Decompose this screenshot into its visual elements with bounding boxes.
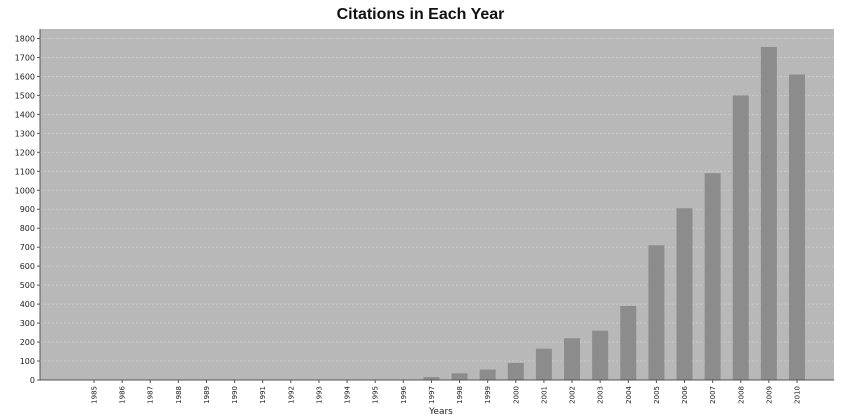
y-tick-label: 800 — [20, 224, 35, 233]
y-tick-label: 1000 — [15, 186, 35, 195]
x-axis-ticks: 1985 1986 1987 1988 1989 1990 1991 1992 1993 1994… — [91, 380, 802, 404]
bar-1998 — [451, 373, 468, 380]
y-tick-label: 1500 — [15, 91, 35, 100]
bar-2010 — [789, 74, 805, 381]
x-tick-label: 1994 — [344, 385, 352, 403]
y-tick-label: 1300 — [15, 129, 35, 138]
plot-area — [40, 29, 834, 380]
x-tick-label: 1987 — [147, 386, 155, 404]
x-tick-label: 2003 — [597, 386, 605, 404]
x-tick-label: 1995 — [372, 386, 380, 404]
axes — [39, 29, 834, 381]
x-tick-label: 1992 — [287, 386, 295, 404]
x-tick-label: 2001 — [540, 386, 548, 404]
chart-title: Citations in Each Year — [336, 6, 505, 23]
x-tick-label: 1985 — [91, 386, 99, 404]
x-tick-label: 1986 — [119, 385, 127, 403]
bar-2000 — [507, 362, 524, 380]
y-tick-label: 1400 — [15, 110, 35, 119]
gridlines — [40, 38, 834, 362]
y-tick-label: 1600 — [15, 72, 35, 81]
x-tick-label: 1998 — [456, 386, 464, 404]
bar-2002 — [564, 338, 581, 380]
x-tick-label: 1993 — [315, 386, 323, 404]
bar-2006 — [676, 208, 693, 380]
x-tick-label: 1989 — [203, 386, 211, 404]
x-tick-label: 1991 — [259, 386, 267, 404]
x-tick-label: 2007 — [709, 386, 717, 404]
y-tick-label: 1200 — [15, 148, 35, 157]
y-tick-label: 1800 — [15, 34, 35, 43]
bar-2003 — [592, 330, 609, 380]
bar-2008 — [732, 95, 749, 381]
x-tick-label: 2006 — [681, 385, 689, 403]
x-tick-label: 2008 — [737, 386, 745, 404]
x-tick-label: 1988 — [175, 386, 183, 404]
x-tick-label: 2000 — [512, 386, 520, 404]
x-tick-label: 1999 — [484, 386, 492, 404]
bar-2001 — [535, 348, 552, 380]
bar-2007 — [704, 173, 721, 380]
x-tick-label: 2004 — [625, 385, 633, 403]
y-tick-label: 300 — [20, 319, 35, 328]
x-tick-label: 1996 — [400, 385, 408, 403]
bar-2004 — [620, 306, 637, 380]
bar-1997 — [423, 377, 440, 380]
y-tick-label: 400 — [20, 300, 35, 309]
y-tick-label: 1100 — [15, 167, 35, 176]
x-tick-label: 2002 — [569, 386, 577, 404]
y-tick-label: 1700 — [15, 53, 35, 62]
y-axis-ticks: 0 100 200 300 400 500 600 700 800 900 1000 1100 1200… — [15, 34, 40, 385]
bar-2005 — [648, 245, 665, 380]
y-tick-label: 200 — [20, 338, 35, 347]
y-tick-label: 100 — [20, 357, 35, 366]
x-tick-label: 2010 — [794, 386, 802, 404]
bar-1999 — [479, 369, 496, 380]
bars — [423, 47, 805, 381]
y-tick-label: 0 — [30, 376, 35, 385]
x-tick-label: 1990 — [231, 386, 239, 404]
y-tick-label: 700 — [20, 243, 35, 252]
x-tick-label: 2005 — [653, 386, 661, 404]
y-tick-label: 500 — [20, 281, 35, 290]
y-tick-label: 900 — [20, 205, 35, 214]
x-tick-label: 1997 — [428, 386, 436, 404]
x-axis-title: Years — [428, 407, 453, 417]
x-tick-label: 2009 — [765, 386, 773, 404]
bar-2009 — [760, 47, 777, 380]
y-tick-label: 600 — [20, 262, 35, 271]
